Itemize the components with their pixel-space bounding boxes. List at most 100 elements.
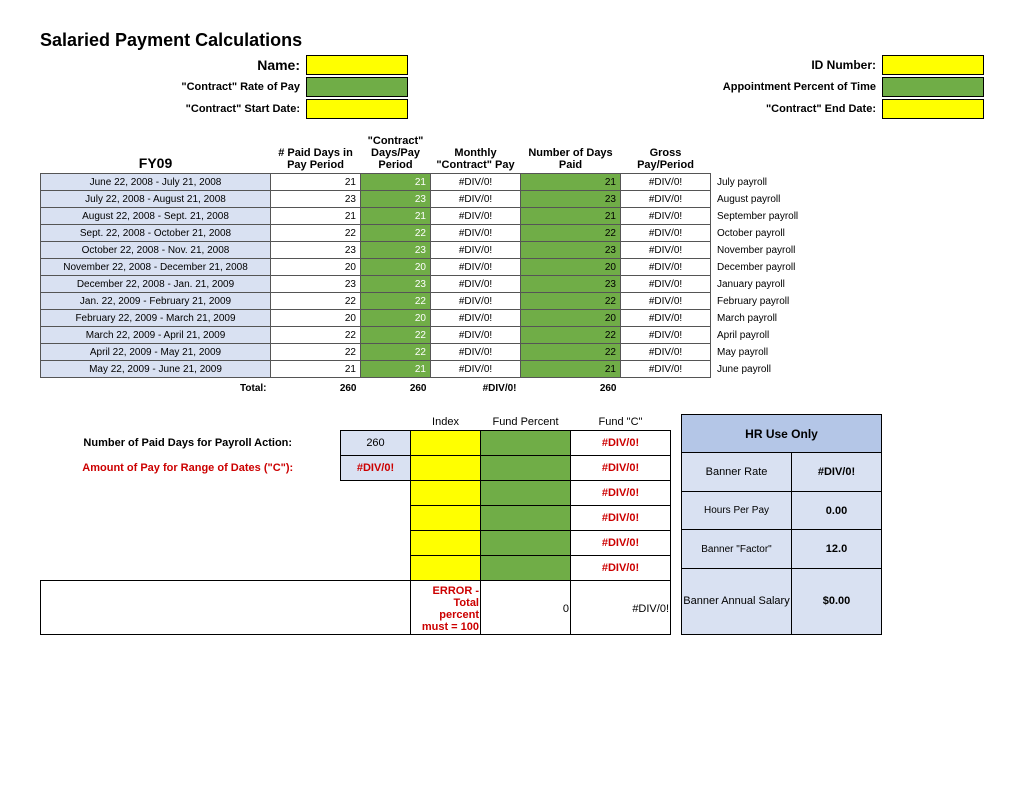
start-input[interactable] [306,99,408,119]
id-input[interactable] [882,55,984,75]
cell-cdays: 21 [361,361,431,378]
fund-h-c: Fund "C" [571,414,671,431]
fund-row2-label: Amount of Pay for Range of Dates ("C"): [41,456,341,481]
fund-table: Index Fund Percent Fund "C" Number of Pa… [40,414,671,635]
fund-index[interactable] [411,456,481,481]
cell-paid: 22 [271,293,361,310]
fund-h-percent: Fund Percent [481,414,571,431]
fund-row1-val: 260 [341,431,411,456]
cell-note: May payroll [711,344,821,361]
totals-ndays: 260 [521,378,621,397]
fund-percent[interactable] [481,531,571,556]
cell-note: June payroll [711,361,821,378]
fund-c: #DIV/0! [571,481,671,506]
table-row: March 22, 2009 - April 21, 20092222#DIV/… [41,327,821,344]
table-row: July 22, 2008 - August 21, 20082323#DIV/… [41,191,821,208]
fund-c: #DIV/0! [571,556,671,581]
col-fy: FY09 [41,133,271,174]
totals-cdays: 260 [361,378,431,397]
fund-index[interactable] [411,531,481,556]
cell-gross: #DIV/0! [621,208,711,225]
cell-paid: 23 [271,242,361,259]
cell-gross: #DIV/0! [621,259,711,276]
table-row: Sept. 22, 2008 - October 21, 20082222#DI… [41,225,821,242]
fund-percent[interactable] [481,556,571,581]
cell-cdays: 22 [361,344,431,361]
fund-index[interactable] [411,506,481,531]
totals-mpay: #DIV/0! [431,378,521,397]
hr-r2l: Hours Per Pay [682,491,792,529]
fund-row2-val: #DIV/0! [341,456,411,481]
cell-ndays: 22 [521,344,621,361]
page-title: Salaried Payment Calculations [40,30,984,51]
cell-mpay: #DIV/0! [431,208,521,225]
hr-table: HR Use Only Banner Rate #DIV/0! Hours Pe… [681,414,882,635]
cell-period: December 22, 2008 - Jan. 21, 2009 [41,276,271,293]
cell-cdays: 23 [361,191,431,208]
fund-c: #DIV/0! [571,456,671,481]
fund-percent[interactable] [481,456,571,481]
fund-row1-label: Number of Paid Days for Payroll Action: [41,431,341,456]
cell-mpay: #DIV/0! [431,327,521,344]
cell-note: December payroll [711,259,821,276]
fund-index[interactable] [411,431,481,456]
rate-label: "Contract" Rate of Pay [40,81,306,93]
apt-input[interactable] [882,77,984,97]
fund-row: Amount of Pay for Range of Dates ("C"):#… [41,456,671,481]
col-mpay: Monthly "Contract" Pay [431,133,521,174]
cell-mpay: #DIV/0! [431,310,521,327]
fund-row: #DIV/0! [41,506,671,531]
cell-ndays: 21 [521,208,621,225]
name-input[interactable] [306,55,408,75]
cell-note: April payroll [711,327,821,344]
cell-gross: #DIV/0! [621,293,711,310]
cell-cdays: 23 [361,242,431,259]
cell-ndays: 21 [521,174,621,191]
fund-percent[interactable] [481,481,571,506]
cell-ndays: 20 [521,310,621,327]
cell-paid: 20 [271,259,361,276]
table-row: November 22, 2008 - December 21, 2008202… [41,259,821,276]
fund-c: #DIV/0! [571,506,671,531]
fund-percent[interactable] [481,431,571,456]
cell-ndays: 21 [521,361,621,378]
hr-r2v: 0.00 [792,491,882,529]
cell-mpay: #DIV/0! [431,293,521,310]
rate-input[interactable] [306,77,408,97]
hr-r4v: $0.00 [792,568,882,634]
cell-gross: #DIV/0! [621,276,711,293]
cell-mpay: #DIV/0! [431,225,521,242]
cell-note: February payroll [711,293,821,310]
cell-cdays: 21 [361,208,431,225]
hr-r1v: #DIV/0! [792,453,882,491]
cell-period: Sept. 22, 2008 - October 21, 2008 [41,225,271,242]
table-row: May 22, 2009 - June 21, 20092121#DIV/0!2… [41,361,821,378]
cell-period: July 22, 2008 - August 21, 2008 [41,191,271,208]
payroll-table: FY09 # Paid Days in Pay Period "Contract… [40,133,821,396]
cell-paid: 20 [271,310,361,327]
cell-mpay: #DIV/0! [431,242,521,259]
cell-paid: 22 [271,225,361,242]
hr-r3v: 12.0 [792,530,882,568]
fund-percent[interactable] [481,506,571,531]
cell-period: June 22, 2008 - July 21, 2008 [41,174,271,191]
cell-paid: 23 [271,276,361,293]
end-input[interactable] [882,99,984,119]
cell-note: November payroll [711,242,821,259]
cell-mpay: #DIV/0! [431,191,521,208]
fund-index[interactable] [411,556,481,581]
cell-gross: #DIV/0! [621,225,711,242]
name-label: Name: [40,57,306,73]
apt-label: Appointment Percent of Time [408,81,882,93]
cell-cdays: 20 [361,259,431,276]
cell-cdays: 22 [361,225,431,242]
table-row: April 22, 2009 - May 21, 20092222#DIV/0!… [41,344,821,361]
cell-mpay: #DIV/0! [431,174,521,191]
cell-period: August 22, 2008 - Sept. 21, 2008 [41,208,271,225]
hr-r3l: Banner "Factor" [682,530,792,568]
fund-index[interactable] [411,481,481,506]
table-row: June 22, 2008 - July 21, 20082121#DIV/0!… [41,174,821,191]
id-label: ID Number: [408,58,882,72]
cell-gross: #DIV/0! [621,327,711,344]
col-ndays: Number of Days Paid [521,133,621,174]
